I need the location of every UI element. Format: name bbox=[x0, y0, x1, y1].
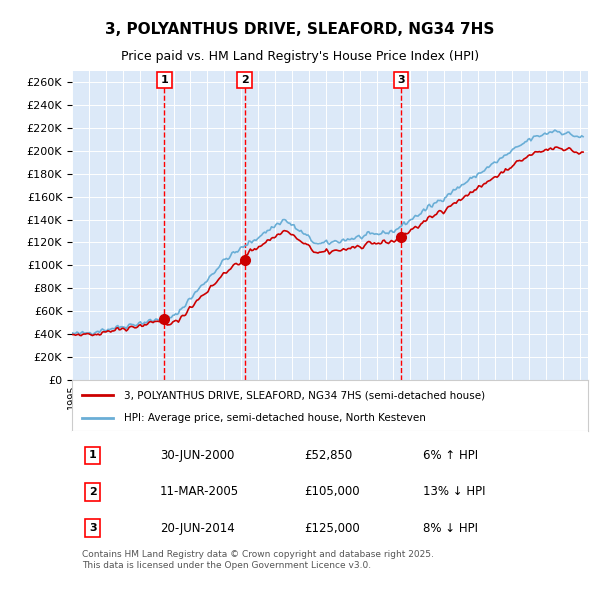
Text: 3: 3 bbox=[89, 523, 97, 533]
Text: 2: 2 bbox=[89, 487, 97, 497]
Text: Contains HM Land Registry data © Crown copyright and database right 2025.
This d: Contains HM Land Registry data © Crown c… bbox=[82, 550, 434, 569]
Text: £105,000: £105,000 bbox=[304, 486, 360, 499]
Text: £52,850: £52,850 bbox=[304, 449, 352, 462]
Text: 2: 2 bbox=[241, 75, 248, 85]
Text: 13% ↓ HPI: 13% ↓ HPI bbox=[423, 486, 485, 499]
Text: 3: 3 bbox=[397, 75, 405, 85]
Text: 11-MAR-2005: 11-MAR-2005 bbox=[160, 486, 239, 499]
Text: HPI: Average price, semi-detached house, North Kesteven: HPI: Average price, semi-detached house,… bbox=[124, 413, 425, 423]
Text: 30-JUN-2000: 30-JUN-2000 bbox=[160, 449, 234, 462]
Text: 20-JUN-2014: 20-JUN-2014 bbox=[160, 522, 235, 535]
Text: 3, POLYANTHUS DRIVE, SLEAFORD, NG34 7HS (semi-detached house): 3, POLYANTHUS DRIVE, SLEAFORD, NG34 7HS … bbox=[124, 390, 485, 400]
Text: £125,000: £125,000 bbox=[304, 522, 360, 535]
Text: Price paid vs. HM Land Registry's House Price Index (HPI): Price paid vs. HM Land Registry's House … bbox=[121, 50, 479, 63]
Text: 8% ↓ HPI: 8% ↓ HPI bbox=[423, 522, 478, 535]
Text: 1: 1 bbox=[89, 450, 97, 460]
Text: 6% ↑ HPI: 6% ↑ HPI bbox=[423, 449, 478, 462]
Text: 3, POLYANTHUS DRIVE, SLEAFORD, NG34 7HS: 3, POLYANTHUS DRIVE, SLEAFORD, NG34 7HS bbox=[106, 22, 494, 37]
Text: 1: 1 bbox=[160, 75, 168, 85]
